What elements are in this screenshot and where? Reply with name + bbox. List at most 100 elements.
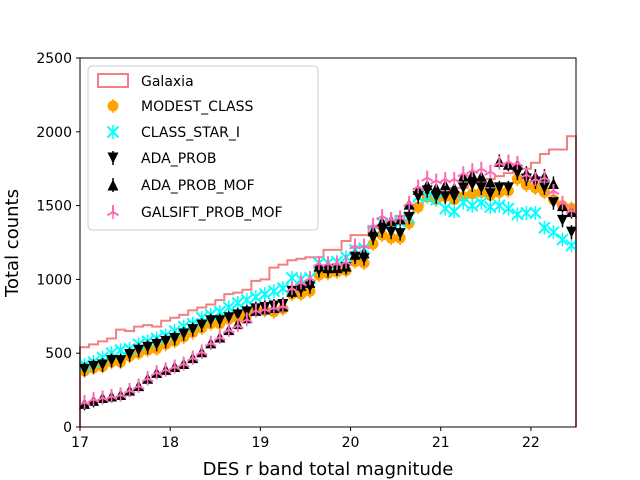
legend: Galaxia MODEST_CLASS CLASS_STAR_I ADA_PROB A… — [87, 65, 319, 231]
data-point-ada-prob — [160, 335, 172, 347]
data-point-ada-prob — [457, 182, 469, 194]
data-point-ada-prob — [430, 191, 442, 203]
legend-marker-modest-class — [107, 100, 119, 112]
legend-marker-ada-prob-mof — [107, 179, 119, 191]
y-axis-label: Total counts — [2, 189, 23, 298]
data-point-ada-prob-mof — [484, 176, 496, 188]
legend-marker-class-star-i — [106, 125, 120, 139]
data-point-ada-prob-mof — [430, 182, 442, 194]
axes-frame — [79, 57, 577, 428]
data-point-class-star-i — [475, 196, 488, 209]
data-point-galsift-prob-mof — [394, 210, 407, 222]
data-point-ada-prob — [502, 182, 514, 194]
y-tick-label: 2000 — [36, 125, 72, 141]
data-point-ada-prob — [97, 359, 109, 371]
data-point-class-star-i — [240, 293, 254, 307]
data-point-galsift-prob-mof — [231, 318, 244, 330]
data-point-galsift-prob-mof — [96, 390, 109, 402]
data-point-ada-prob — [538, 182, 550, 194]
data-point-galsift-prob-mof — [267, 300, 280, 312]
legend-label-galaxia: Galaxia — [141, 74, 194, 90]
data-point-ada-prob — [376, 225, 388, 237]
data-point-galsift-prob-mof — [204, 336, 217, 348]
data-point-ada-prob — [151, 338, 163, 350]
data-point-ada-prob — [169, 332, 181, 344]
data-point-class-star-i — [493, 199, 506, 212]
data-point-galsift-prob-mof — [430, 174, 443, 185]
legend-swatch-galaxia — [97, 73, 129, 88]
data-point-class-star-i — [538, 221, 551, 234]
legend-box — [87, 65, 319, 231]
data-point-galsift-prob-mof — [493, 156, 506, 167]
legend-label-class-star-i: CLASS_STAR_I — [141, 125, 240, 141]
data-point-galsift-prob-mof — [466, 163, 479, 175]
data-point-ada-prob — [214, 315, 226, 327]
data-point-ada-prob — [106, 355, 118, 367]
data-point-class-star-i — [547, 225, 560, 239]
data-point-ada-prob — [178, 328, 190, 340]
data-point-ada-prob-mof — [349, 248, 361, 260]
data-point-ada-prob — [124, 349, 136, 361]
data-point-galsift-prob-mof — [213, 330, 226, 342]
y-tick-label: 0 — [63, 420, 72, 436]
data-point-galsift-prob-mof — [240, 312, 253, 324]
data-point-galsift-prob-mof — [331, 256, 344, 268]
data-point-galsift-prob-mof — [294, 275, 307, 287]
legend-marker-ada-prob — [107, 152, 119, 164]
data-point-galsift-prob-mof — [105, 389, 118, 401]
x-tick-label: 19 — [251, 435, 269, 451]
data-point-galsift-prob-mof — [123, 383, 136, 395]
data-point-galsift-prob-mof — [132, 379, 145, 390]
data-point-ada-prob-mof — [475, 170, 487, 182]
y-axis-ticks: 0 500 1000 1500 2000 2500 — [36, 51, 80, 436]
data-point-class-star-i — [556, 233, 569, 246]
data-point-ada-prob — [385, 226, 397, 238]
data-point-galsift-prob-mof — [195, 345, 208, 356]
data-point-ada-prob — [115, 355, 127, 367]
data-point-ada-prob-mof — [448, 182, 460, 194]
data-point-ada-prob — [466, 179, 478, 191]
y-tick-label: 2500 — [36, 51, 72, 67]
legend-label-ada-prob-mof: ADA_PROB_MOF — [141, 178, 255, 194]
data-point-class-star-i — [466, 199, 479, 212]
data-point-class-star-i — [439, 202, 452, 215]
data-point-ada-prob — [547, 197, 559, 209]
data-point-ada-prob — [205, 315, 217, 327]
data-point-galsift-prob-mof — [285, 281, 298, 293]
data-point-galsift-prob-mof — [358, 238, 371, 250]
data-point-galsift-prob-mof — [412, 179, 425, 191]
data-point-ada-prob-mof — [421, 179, 433, 191]
data-point-ada-prob — [565, 226, 577, 238]
x-tick-label: 22 — [522, 435, 540, 451]
data-point-galsift-prob-mof — [249, 303, 262, 315]
x-tick-label: 17 — [71, 435, 89, 451]
data-point-class-star-i — [249, 290, 263, 304]
data-point-galsift-prob-mof — [547, 184, 560, 195]
legend-label-modest-class: MODEST_CLASS — [141, 99, 254, 115]
x-axis-ticks: 17 18 19 20 21 22 — [71, 427, 540, 451]
legend-marker-galsift-prob-mof — [106, 205, 120, 217]
data-point-modest-class — [412, 201, 424, 213]
data-point-galsift-prob-mof — [484, 165, 497, 176]
data-point-ada-prob — [79, 363, 91, 375]
data-point-ada-prob — [133, 344, 145, 356]
data-point-galsift-prob-mof — [403, 196, 416, 207]
data-point-galsift-prob-mof — [186, 351, 199, 362]
data-point-galsift-prob-mof — [276, 299, 289, 311]
data-point-galsift-prob-mof — [502, 154, 515, 166]
x-tick-label: 20 — [342, 435, 360, 451]
data-point-ada-prob — [511, 167, 523, 179]
data-point-galsift-prob-mof — [222, 323, 235, 334]
data-point-galsift-prob-mof — [556, 196, 569, 207]
data-point-ada-prob — [556, 214, 568, 226]
data-point-galsift-prob-mof — [538, 171, 551, 182]
data-point-galsift-prob-mof — [421, 171, 434, 182]
legend-label-galsift-prob-mof: GALSIFT_PROB_MOF — [141, 205, 283, 221]
x-tick-label: 18 — [161, 435, 179, 451]
data-point-galsift-prob-mof — [141, 371, 154, 383]
series-galsift-prob-mof — [78, 154, 578, 409]
data-point-ada-prob — [187, 324, 199, 336]
y-tick-label: 1500 — [36, 199, 72, 215]
y-tick-label: 500 — [45, 346, 72, 362]
